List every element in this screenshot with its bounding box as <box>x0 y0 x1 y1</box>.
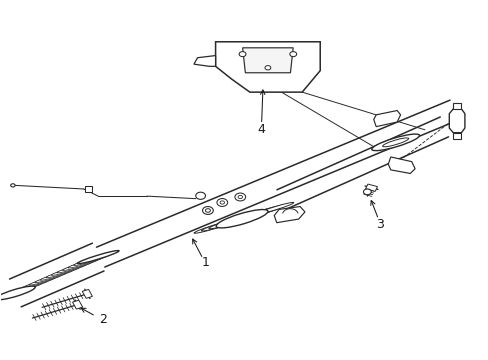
Ellipse shape <box>18 280 48 290</box>
Ellipse shape <box>208 214 255 229</box>
Ellipse shape <box>51 265 86 275</box>
Polygon shape <box>387 157 414 174</box>
Ellipse shape <box>238 195 242 199</box>
Ellipse shape <box>239 51 245 57</box>
Text: 1: 1 <box>201 256 209 269</box>
Ellipse shape <box>46 267 80 278</box>
Polygon shape <box>274 207 305 223</box>
Ellipse shape <box>289 51 296 57</box>
Ellipse shape <box>0 286 35 300</box>
Polygon shape <box>452 103 461 109</box>
Ellipse shape <box>7 286 36 295</box>
Ellipse shape <box>35 273 67 283</box>
Ellipse shape <box>205 209 210 212</box>
Ellipse shape <box>258 202 293 213</box>
Ellipse shape <box>221 210 267 225</box>
Polygon shape <box>82 289 92 298</box>
Ellipse shape <box>12 283 42 293</box>
Ellipse shape <box>217 199 227 206</box>
Ellipse shape <box>234 207 278 221</box>
Text: 4: 4 <box>257 122 265 136</box>
Ellipse shape <box>246 204 286 217</box>
Ellipse shape <box>23 278 55 288</box>
Ellipse shape <box>201 218 243 231</box>
Ellipse shape <box>371 134 419 150</box>
Ellipse shape <box>202 207 213 215</box>
Ellipse shape <box>77 251 119 264</box>
Ellipse shape <box>220 201 224 204</box>
Polygon shape <box>84 186 92 192</box>
Polygon shape <box>242 48 293 73</box>
Polygon shape <box>452 133 461 139</box>
Ellipse shape <box>195 192 205 199</box>
Ellipse shape <box>234 193 245 201</box>
Text: 3: 3 <box>375 218 383 231</box>
Ellipse shape <box>264 66 270 70</box>
Ellipse shape <box>194 221 231 233</box>
Ellipse shape <box>62 259 98 270</box>
Ellipse shape <box>382 138 408 147</box>
Text: 2: 2 <box>99 312 107 326</box>
Polygon shape <box>448 109 464 133</box>
Ellipse shape <box>57 262 92 273</box>
Ellipse shape <box>68 256 104 268</box>
Ellipse shape <box>216 210 267 228</box>
Ellipse shape <box>363 189 370 195</box>
Polygon shape <box>215 42 320 92</box>
Polygon shape <box>194 55 215 66</box>
Ellipse shape <box>1 288 29 297</box>
Polygon shape <box>365 184 377 192</box>
Ellipse shape <box>74 254 111 266</box>
Ellipse shape <box>40 270 73 280</box>
Polygon shape <box>373 111 400 127</box>
Ellipse shape <box>29 275 61 285</box>
Polygon shape <box>72 300 82 309</box>
Ellipse shape <box>11 184 15 187</box>
